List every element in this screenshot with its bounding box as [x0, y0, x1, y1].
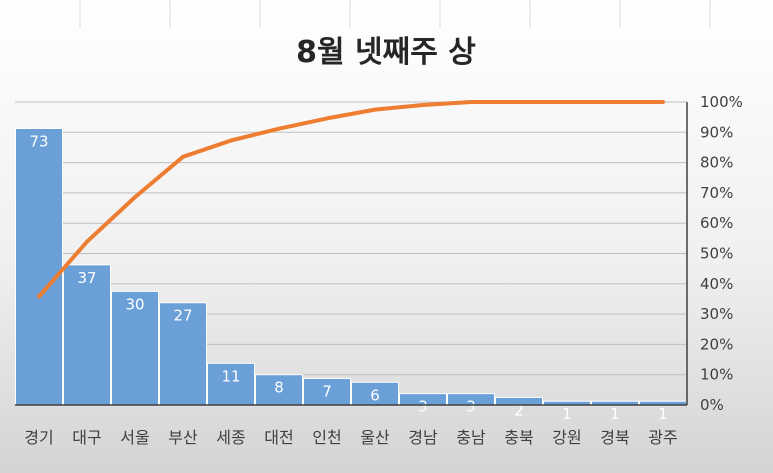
chart-title: 8월 넷째주 상 — [296, 35, 476, 70]
bar-value-label: 3 — [418, 398, 428, 416]
x-tick-label: 충북 — [504, 428, 533, 447]
cumulative-percent-line — [37, 100, 665, 299]
bar-서울 — [111, 290, 159, 406]
bar-value-label: 11 — [221, 367, 240, 385]
x-tick-label: 세종 — [216, 428, 245, 447]
bar-value-label: 30 — [125, 295, 144, 313]
bar-인천 — [303, 377, 351, 406]
bar-value-label: 6 — [370, 386, 380, 404]
x-tick-label: 부산 — [168, 428, 198, 447]
bar-value-label: 1 — [562, 405, 572, 423]
y2-tick-label: 60% — [700, 214, 733, 232]
bar-value-label: 73 — [29, 133, 48, 151]
y2-tick-label: 40% — [700, 275, 733, 293]
y2-tick-label: 100% — [700, 93, 743, 111]
bar-value-label: 3 — [466, 398, 476, 416]
x-axis-labels: 경기 대구 서울 부산 세종 대전 인천 울산 경남 충남 충북 강원 경북 광주 — [24, 428, 677, 447]
y2-tick-label: 50% — [700, 245, 733, 263]
x-tick-label: 인천 — [312, 428, 341, 447]
bar-value-label: 8 — [274, 379, 284, 397]
bar-세종 — [207, 362, 255, 406]
bar-부산 — [159, 302, 207, 406]
x-tick-label: 광주 — [648, 428, 677, 447]
x-tick-label: 울산 — [360, 428, 390, 447]
bar-value-label: 1 — [658, 405, 668, 423]
y2-tick-label: 20% — [700, 335, 733, 353]
y2-tick-label: 90% — [700, 123, 733, 141]
x-tick-label: 대구 — [72, 428, 101, 447]
x-tick-label: 경기 — [24, 428, 53, 447]
x-tick-label: 충남 — [456, 428, 486, 447]
y2-tick-label: 0% — [700, 396, 724, 414]
bar-value-label: 37 — [77, 269, 96, 287]
x-tick-label: 대전 — [264, 428, 293, 447]
y2-tick-label: 30% — [700, 305, 733, 323]
cumulative-line-series — [37, 100, 665, 299]
bar-value-label: 2 — [514, 401, 524, 419]
x-tick-label: 경북 — [600, 428, 629, 447]
x-tick-label: 서울 — [120, 428, 149, 447]
x-tick-label: 경남 — [408, 428, 438, 447]
bar-value-label: 1 — [610, 405, 620, 423]
y2-tick-label: 70% — [700, 184, 733, 202]
y2-tick-label: 80% — [700, 154, 733, 172]
bar-value-label: 27 — [173, 307, 192, 325]
bar-대구 — [63, 264, 111, 406]
bar-경기 — [15, 128, 63, 406]
bar-value-label: 7 — [322, 382, 332, 400]
y2-tick-label: 10% — [700, 366, 733, 384]
axes — [15, 102, 688, 406]
y2-axis-labels: 0% 10% 20% 30% 40% 50% 60% 70% 80% 90% 100% — [700, 93, 743, 414]
x-tick-label: 강원 — [552, 428, 581, 447]
